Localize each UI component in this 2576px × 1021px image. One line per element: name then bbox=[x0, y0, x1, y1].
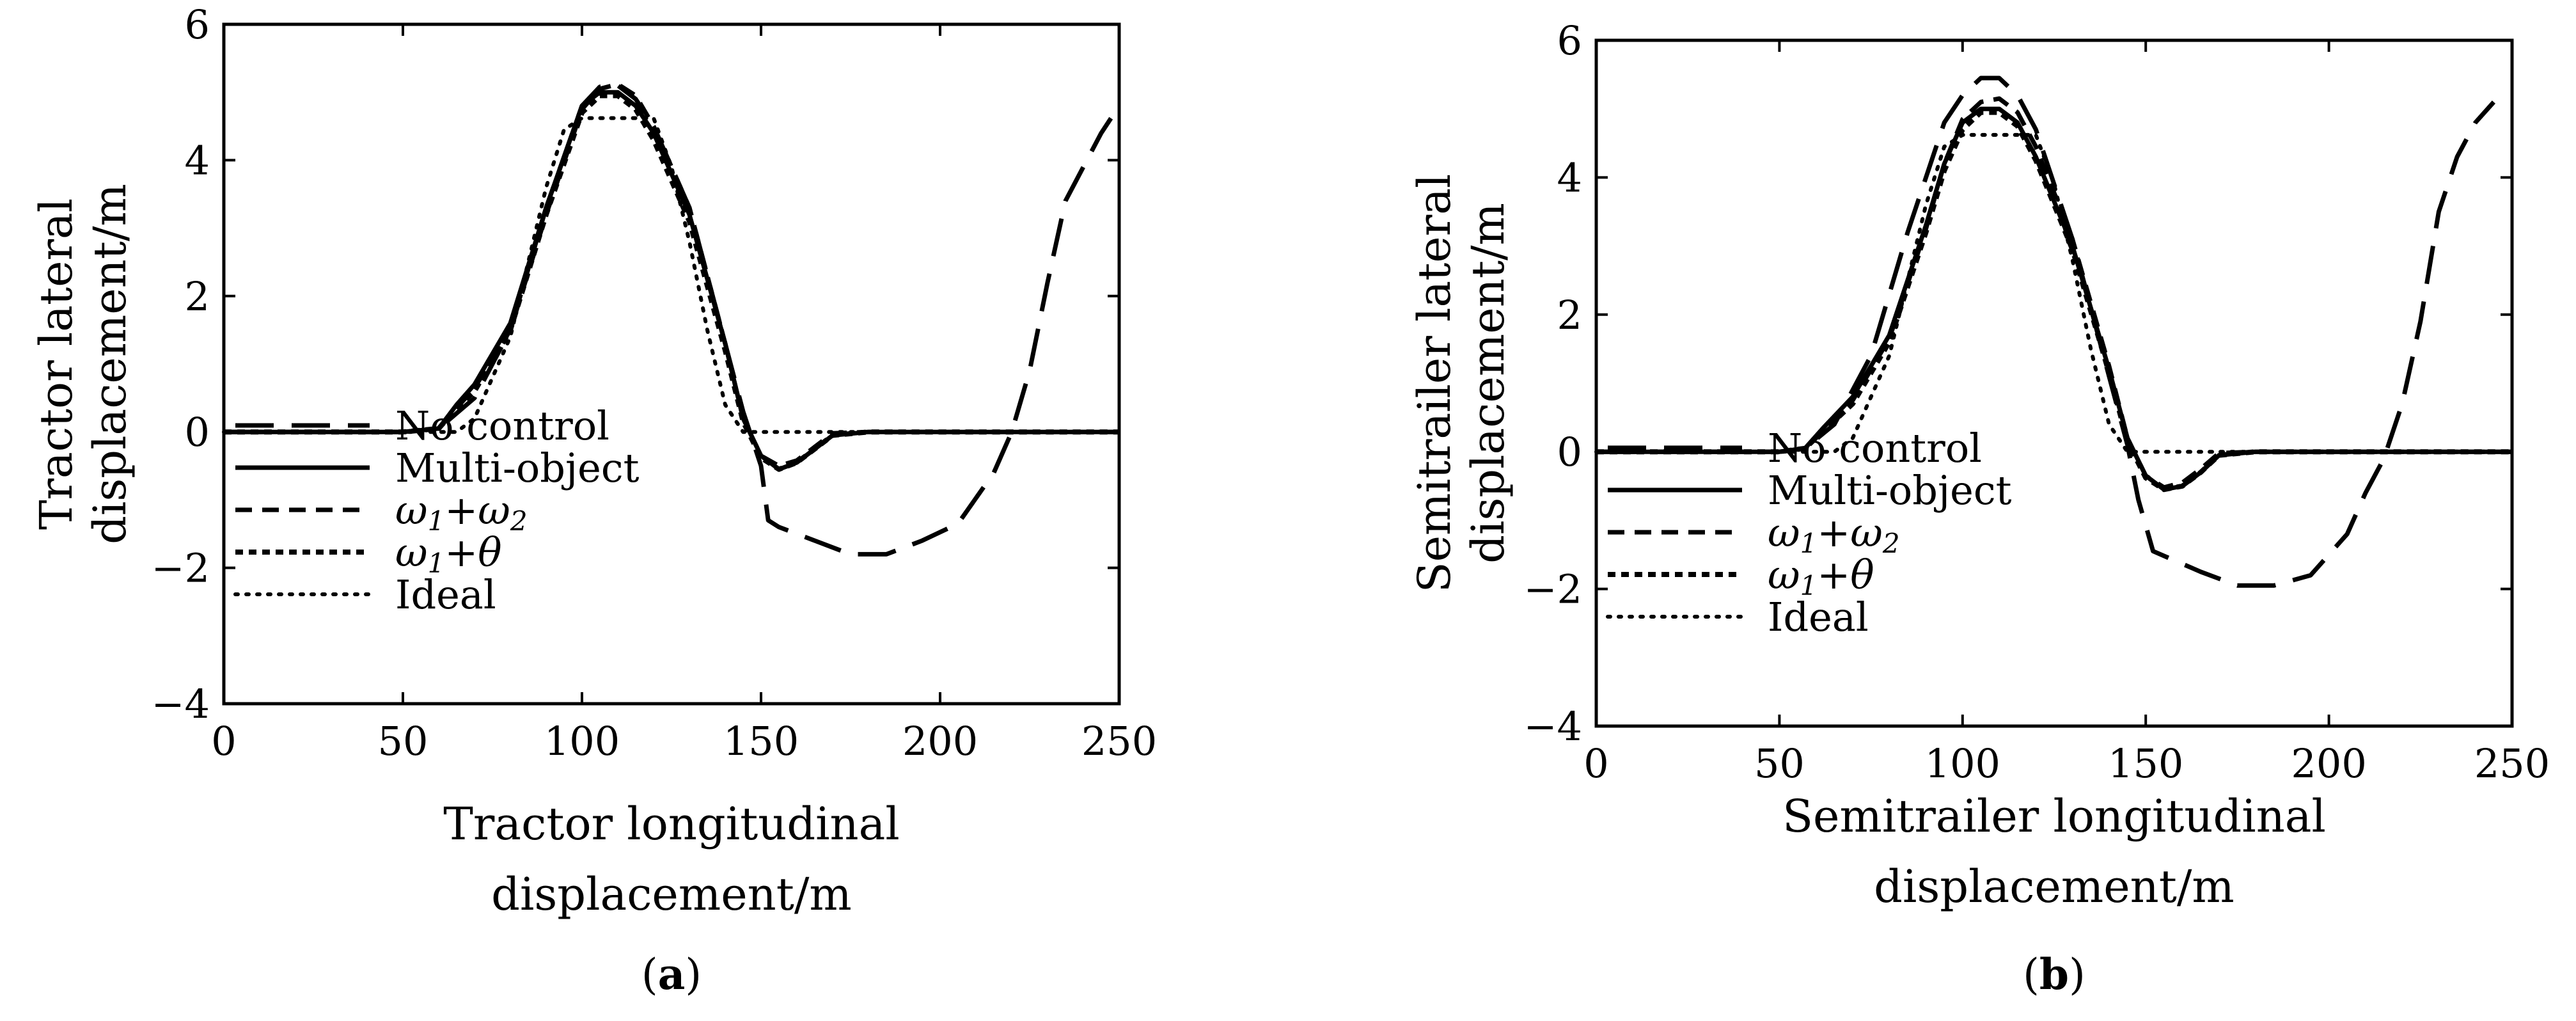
x-tick-label: 50 bbox=[1754, 740, 1805, 787]
y-tick-label: 4 bbox=[1557, 154, 1582, 201]
x-tick-label: 100 bbox=[1925, 740, 2000, 787]
text-span: 2 bbox=[510, 505, 528, 537]
text-span: Semitrailer lateral bbox=[1408, 174, 1461, 593]
y-tick-label: 0 bbox=[1557, 429, 1582, 475]
x-tick-label: 150 bbox=[2108, 740, 2183, 787]
series-line-long-dash bbox=[224, 83, 1121, 557]
plot-frame bbox=[222, 22, 1121, 706]
legend-omega: ω bbox=[1850, 509, 1883, 556]
legend-theta: θ bbox=[478, 529, 501, 576]
x-tick-label: 150 bbox=[723, 718, 799, 764]
text-span: ( bbox=[641, 950, 658, 999]
text-span: a bbox=[658, 949, 686, 999]
plot-frame bbox=[1594, 38, 2514, 728]
text-span: b bbox=[2039, 949, 2069, 999]
series-line-dotted bbox=[222, 116, 1121, 434]
text-span: displacement/m bbox=[84, 184, 136, 544]
x-tick-label: 250 bbox=[1081, 718, 1157, 764]
x-tick-label: 100 bbox=[544, 718, 620, 764]
series-line-dense-dash bbox=[224, 93, 1119, 472]
text-span: 1 bbox=[1800, 570, 1818, 601]
y-tick-label: 0 bbox=[185, 409, 210, 455]
legend-plus: + bbox=[1817, 509, 1850, 556]
series-line-solid bbox=[224, 90, 1119, 472]
x-axis-label-line1: Tractor longitudinal bbox=[443, 798, 900, 850]
y-tick-label: −4 bbox=[1524, 703, 1582, 750]
subfigure-caption: (a) bbox=[641, 949, 702, 999]
legend-plus: + bbox=[444, 529, 478, 576]
series-line-long-dash bbox=[1596, 75, 2496, 588]
x-axis-label-line2: displacement/m bbox=[1874, 860, 2234, 913]
legend-omega: ω bbox=[1768, 509, 1800, 556]
series-line-short-dash bbox=[1596, 96, 2512, 490]
x-tick-label: 0 bbox=[211, 718, 236, 764]
legend-theta: θ bbox=[1850, 551, 1874, 598]
legend-omega: ω bbox=[395, 487, 428, 534]
legend-label: Ideal bbox=[395, 571, 496, 618]
legend-label: Ideal bbox=[1768, 594, 1869, 640]
y-tick-label: 2 bbox=[1557, 292, 1582, 338]
legend-label: Multi-object bbox=[1768, 467, 2012, 514]
chart-panel-b: 0 50 100 150 200 250 6 4 2 0 −2 −4 No controlMulti-o… bbox=[1408, 17, 2550, 999]
legend-omega: ω bbox=[1768, 551, 1800, 598]
x-axis-label-line2: displacement/m bbox=[491, 868, 852, 921]
legend-label: No control bbox=[395, 402, 609, 449]
legend-label: Multi-object bbox=[395, 445, 640, 491]
subfigure-caption: (b) bbox=[2023, 949, 2085, 999]
y-axis-label: Semitrailer lateraldisplacement/m bbox=[1408, 174, 1514, 593]
text-span: ) bbox=[685, 950, 702, 999]
x-axis-label-line1: Semitrailer longitudinal bbox=[1782, 790, 2326, 843]
text-span: 2 bbox=[1882, 528, 1900, 559]
y-tick-label: 6 bbox=[185, 1, 210, 48]
legend-label-omega1-omega2: ω1+ω2 bbox=[395, 487, 528, 537]
x-tick-label: 200 bbox=[902, 718, 978, 764]
legend-label: No control bbox=[1768, 425, 1982, 471]
y-tick-label: −2 bbox=[152, 545, 210, 592]
legend-plus: + bbox=[1817, 551, 1850, 598]
chart-panel-a: 0 50 100 150 200 250 6 4 2 0 −2 −4 No controlMulti-o… bbox=[30, 1, 1157, 999]
legend-plus: + bbox=[444, 487, 478, 534]
text-span: Tractor lateral bbox=[30, 198, 82, 530]
y-tick-label: 2 bbox=[185, 273, 210, 320]
x-tick-label: 0 bbox=[1583, 740, 1608, 787]
text-span: 1 bbox=[428, 548, 445, 579]
legend-omega: ω bbox=[478, 487, 510, 534]
series-line-solid bbox=[1596, 106, 2512, 492]
x-tick-label: 250 bbox=[2474, 740, 2550, 787]
text-span: 1 bbox=[428, 505, 445, 537]
y-tick-label: −2 bbox=[1524, 566, 1582, 613]
y-tick-label: 4 bbox=[185, 137, 210, 184]
text-span: ( bbox=[2023, 950, 2039, 999]
series-line-dense-dash bbox=[1596, 109, 2512, 493]
x-tick-label: 200 bbox=[2291, 740, 2366, 787]
text-span: 1 bbox=[1800, 528, 1818, 559]
text-span: ) bbox=[2069, 950, 2085, 999]
legend-label-omega1-omega2: ω1+ω2 bbox=[1768, 509, 1900, 559]
text-span: displacement/m bbox=[1462, 203, 1514, 564]
legend-omega: ω bbox=[395, 529, 428, 576]
y-tick-label: 6 bbox=[1557, 17, 1582, 64]
x-tick-label: 50 bbox=[378, 718, 428, 764]
legend-label-omega1-theta: ω1+θ bbox=[395, 529, 502, 579]
y-tick-label: −4 bbox=[152, 681, 210, 727]
y-axis-label: Tractor lateraldisplacement/m bbox=[30, 184, 136, 544]
legend-label-omega1-theta: ω1+θ bbox=[1768, 551, 1874, 601]
series-line-short-dash bbox=[224, 82, 1119, 468]
